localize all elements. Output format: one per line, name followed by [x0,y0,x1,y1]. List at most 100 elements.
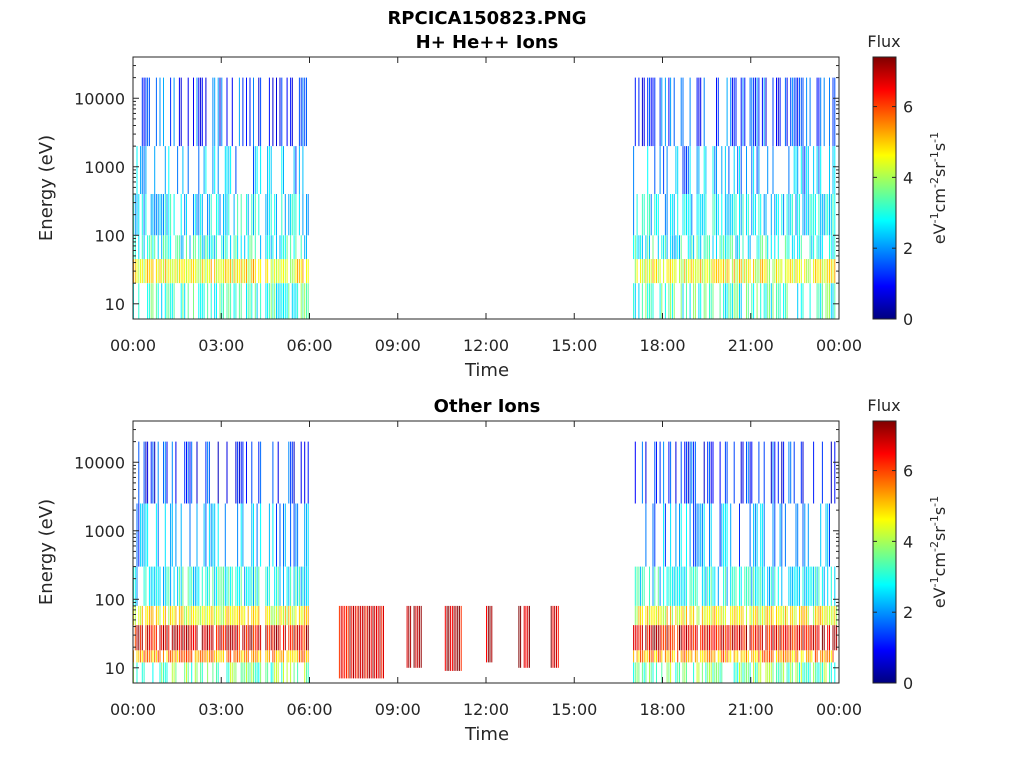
flux-cell [242,650,244,663]
flux-cell [145,566,147,606]
flux-cell [788,259,790,284]
flux-cell [740,146,742,194]
flux-cell [242,441,244,504]
flux-cell [634,283,636,319]
flux-cell [302,650,304,663]
flux-cell [344,605,346,679]
flux-cell [791,259,793,284]
flux-cell [733,77,735,147]
flux-cell [705,625,707,651]
flux-cell [217,259,219,284]
flux-cell [198,146,200,194]
flux-cell [304,566,306,606]
flux-cell [293,235,295,260]
flux-cell [749,259,751,284]
flux-cell [693,605,695,626]
flux-cell [238,77,240,147]
flux-cell [155,566,157,606]
flux-cell [721,146,723,194]
flux-cell [680,650,682,663]
flux-cell [761,566,763,606]
flux-cell [178,650,180,663]
flux-cell [724,503,726,567]
flux-cell [666,235,668,260]
flux-cell [276,662,277,683]
flux-cell [689,194,691,236]
flux-cell [633,146,635,194]
flux-cell [274,662,276,683]
flux-cell [724,625,726,651]
flux-cell [291,650,293,663]
y-axis-label-h-ions: Energy (eV) [36,135,57,241]
flux-cell [240,283,242,319]
flux-cell [680,503,682,567]
flux-cell [684,662,686,683]
flux-cell [832,259,834,284]
flux-cell [221,625,223,651]
flux-cell [276,625,277,651]
flux-cell [143,235,145,260]
flux-cell [813,259,815,284]
flux-cell [230,650,232,663]
flux-cell [802,625,804,651]
flux-cell [265,259,267,284]
colorbar-tick-label: 2 [903,603,913,622]
flux-cell [747,259,749,284]
flux-cell [754,650,756,663]
flux-cell [686,625,687,651]
flux-cell [161,194,163,236]
flux-cell [777,605,779,626]
flux-cell [268,503,270,567]
flux-cell [747,441,749,504]
flux-cell [724,235,726,260]
flux-cell [277,662,279,683]
flux-cell [804,146,806,194]
flux-cell [830,650,832,663]
flux-cell [141,605,143,626]
flux-cell [182,566,184,606]
flux-cell [684,259,686,284]
flux-cell [223,235,224,260]
flux-cell [763,283,765,319]
flux-cell [145,77,147,147]
flux-cell [770,441,772,504]
flux-cell [807,259,809,284]
flux-cell [707,650,709,663]
flux-cell [799,194,800,236]
flux-cell [244,625,246,651]
flux-cell [374,605,376,679]
flux-cell [675,441,677,504]
flux-cell [728,650,730,663]
flux-cell [733,283,735,319]
flux-cell [347,605,349,679]
flux-cell [283,503,284,567]
flux-cell [716,625,717,651]
colorbar-unit-h-ions: eV-1cm-2sr-1s-1 [928,132,949,244]
flux-cell [247,662,249,683]
flux-cell [203,503,205,567]
flux-cell [691,566,693,606]
flux-cell [295,146,297,194]
flux-cell [721,194,723,236]
flux-cell [829,235,830,260]
flux-cell [523,605,525,668]
flux-cell [652,650,654,663]
flux-cell [306,194,307,236]
flux-cell [274,194,276,236]
flux-cell [353,605,354,679]
flux-cell [297,662,299,683]
flux-cell [659,259,661,284]
flux-cell [141,77,143,147]
flux-cell [744,625,746,651]
flux-cell [253,77,254,147]
flux-cell [691,259,693,284]
flux-cell [686,441,687,504]
flux-cell [194,566,196,606]
flux-cell [730,605,732,626]
flux-cell [728,625,730,651]
flux-cell [487,605,489,663]
flux-cell [777,259,779,284]
flux-cell [293,146,295,194]
flux-cell [664,77,666,147]
flux-cell [795,77,797,147]
